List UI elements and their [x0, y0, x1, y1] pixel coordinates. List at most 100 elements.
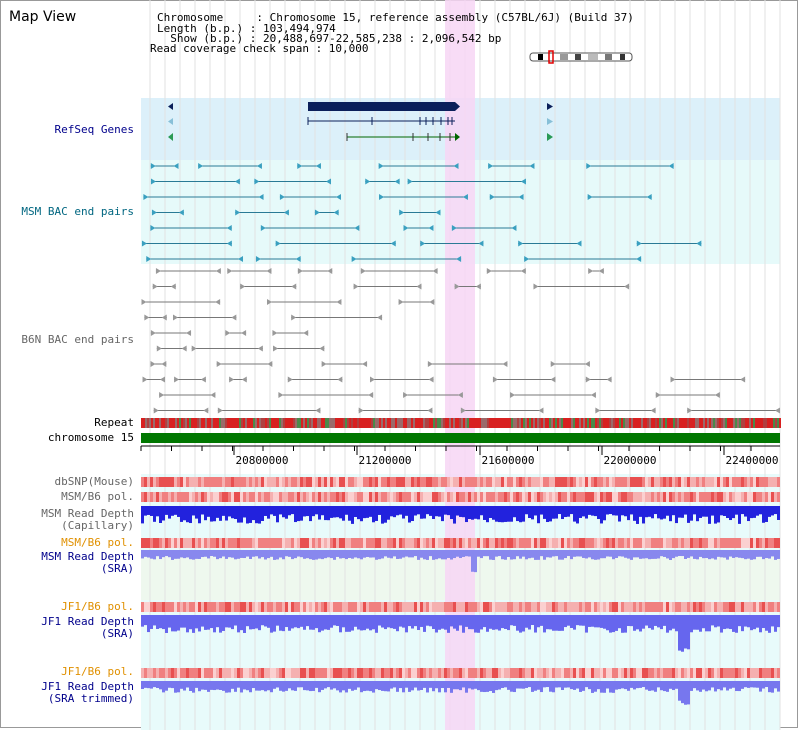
jf1-sra-depth-bar: [255, 615, 258, 629]
bac-end: [416, 283, 422, 290]
label-jf1-pol[interactable]: JF1/B6 pol.: [61, 600, 134, 613]
msm-sra-depth-bar: [552, 550, 555, 557]
label-msm-bac[interactable]: MSM BAC end pairs: [21, 205, 134, 218]
msm-pol-cell: [762, 492, 765, 502]
msm-cap-depth-bar: [201, 506, 204, 515]
jf1-pol2-cell: [600, 668, 603, 678]
msm-pol-cell: [660, 492, 663, 502]
repeat-segment: [649, 418, 651, 428]
msm-pol-cell: [618, 492, 621, 502]
msm-pol-cell: [579, 492, 582, 502]
jf1-sra-depth-bar: [507, 615, 510, 631]
jf1-sra-depth-bar: [360, 615, 363, 631]
jf1-pol-cell: [765, 602, 768, 612]
msm-sra-depth-bar: [636, 550, 639, 558]
jf1-trim-depth-bar: [150, 681, 153, 689]
msm-cap-depth-bar: [411, 506, 414, 522]
chromosome-ideogram[interactable]: [529, 50, 633, 64]
label-msm-depth-sra[interactable]: MSM Read Depth: [41, 550, 134, 563]
refseq-genes-track[interactable]: [168, 102, 553, 141]
jf1-sra-depth-bar: [372, 615, 375, 630]
jf1-sra-depth-bar: [435, 615, 438, 633]
label-jf1-pol-2[interactable]: JF1/B6 pol.: [61, 665, 134, 678]
msm-pol2-cell: [246, 538, 249, 548]
msm-pol-cell: [735, 492, 738, 502]
jf1-trim-depth-bar: [777, 681, 780, 692]
msm-cap-depth-bar: [210, 506, 213, 522]
bac-end: [646, 194, 652, 200]
msm-pol-cell: [471, 492, 474, 502]
dbsnp-cell: [285, 477, 288, 487]
msm-pol2-cell: [768, 538, 771, 548]
jf1-pol2-cell: [627, 668, 630, 678]
repeat-segment: [341, 418, 343, 428]
msm-pol2-cell: [561, 538, 564, 548]
msm-sra-depth-bar: [768, 550, 771, 559]
label-msm-pol-2[interactable]: MSM/B6 pol.: [61, 536, 134, 549]
msm-cap-depth-bar: [234, 506, 237, 520]
chromosome-bar[interactable]: [141, 433, 780, 443]
msm-sra-depth-bar: [537, 550, 540, 560]
msm-pol-cell: [171, 492, 174, 502]
msm-sra-depth-bar: [492, 550, 495, 560]
jf1-trim-depth-bar: [381, 681, 384, 691]
dbsnp-cell: [540, 477, 543, 487]
jf1-trim-depth-bar: [645, 681, 648, 690]
msm-pol-cell: [189, 492, 192, 502]
label-msm-depth-cap[interactable]: MSM Read Depth: [41, 507, 134, 520]
dbsnp-cell: [450, 477, 453, 487]
jf1-pol2-cell: [444, 668, 447, 678]
msm-cap-depth-bar: [360, 506, 363, 522]
jf1-sra-depth-bar: [300, 615, 303, 627]
jf1-sra-depth-bar: [498, 615, 501, 631]
b6n-bac-end-pairs-track[interactable]: [141, 268, 780, 414]
jf1-sra-depth-bar: [273, 615, 276, 632]
repeat-segment: [663, 418, 665, 428]
repeat-segment: [765, 418, 767, 428]
msm-pol2-cell: [360, 538, 363, 548]
dbsnp-cell: [150, 477, 153, 487]
msm-sra-depth-bar: [429, 550, 432, 557]
msm-cap-depth-bar: [762, 506, 765, 523]
jf1-pol-cell: [465, 602, 468, 612]
msm-cap-depth-bar: [291, 506, 294, 515]
label-msm-pol[interactable]: MSM/B6 pol.: [61, 490, 134, 503]
label-refseq-genes[interactable]: RefSeq Genes: [54, 123, 134, 136]
msm-sra-depth-bar: [459, 550, 462, 559]
jf1-pol-cell: [678, 602, 681, 612]
data-tracks[interactable]: [141, 477, 780, 705]
jf1-pol-cell: [555, 602, 558, 612]
dbsnp-cell: [270, 477, 273, 487]
repeat-track[interactable]: [141, 418, 781, 428]
jf1-pol2-cell: [294, 668, 297, 678]
label-repeat[interactable]: Repeat: [94, 416, 134, 429]
msm-cap-depth-bar: [492, 506, 495, 520]
label-jf1-depth-sra[interactable]: JF1 Read Depth: [41, 615, 134, 628]
jf1-pol2-cell: [612, 668, 615, 678]
jf1-sra-depth-bar: [285, 615, 288, 628]
msm-sra-depth-bar: [327, 550, 330, 558]
label-dbsnp[interactable]: dbSNP(Mouse): [54, 475, 134, 488]
msm-pol2-cell: [174, 538, 177, 548]
msm-pol2-cell: [240, 538, 243, 548]
msm-cap-depth-bar: [510, 506, 513, 522]
msm-sra-depth-bar: [702, 550, 705, 559]
repeat-segment: [163, 418, 165, 428]
msm-pol-cell: [774, 492, 777, 502]
msm-bac-end-pairs-track[interactable]: [141, 163, 702, 262]
msm-pol-cell: [498, 492, 501, 502]
msm-sra-depth-bar: [654, 550, 657, 559]
label-jf1-depth-trim[interactable]: JF1 Read Depth: [41, 680, 134, 693]
msm-sra-depth-bar: [426, 550, 429, 560]
msm-pol-cell: [519, 492, 522, 502]
jf1-sra-depth-bar: [249, 615, 252, 630]
msm-sra-depth-bar: [765, 550, 768, 559]
bac-end: [399, 209, 405, 216]
dbsnp-cell: [309, 477, 312, 487]
jf1-trim-depth-bar: [519, 681, 522, 689]
jf1-trim-depth-bar: [189, 681, 192, 692]
label-b6n-bac[interactable]: B6N BAC end pairs: [21, 333, 134, 346]
jf1-pol2-cell: [381, 668, 384, 678]
jf1-sra-depth-bar: [660, 615, 663, 630]
